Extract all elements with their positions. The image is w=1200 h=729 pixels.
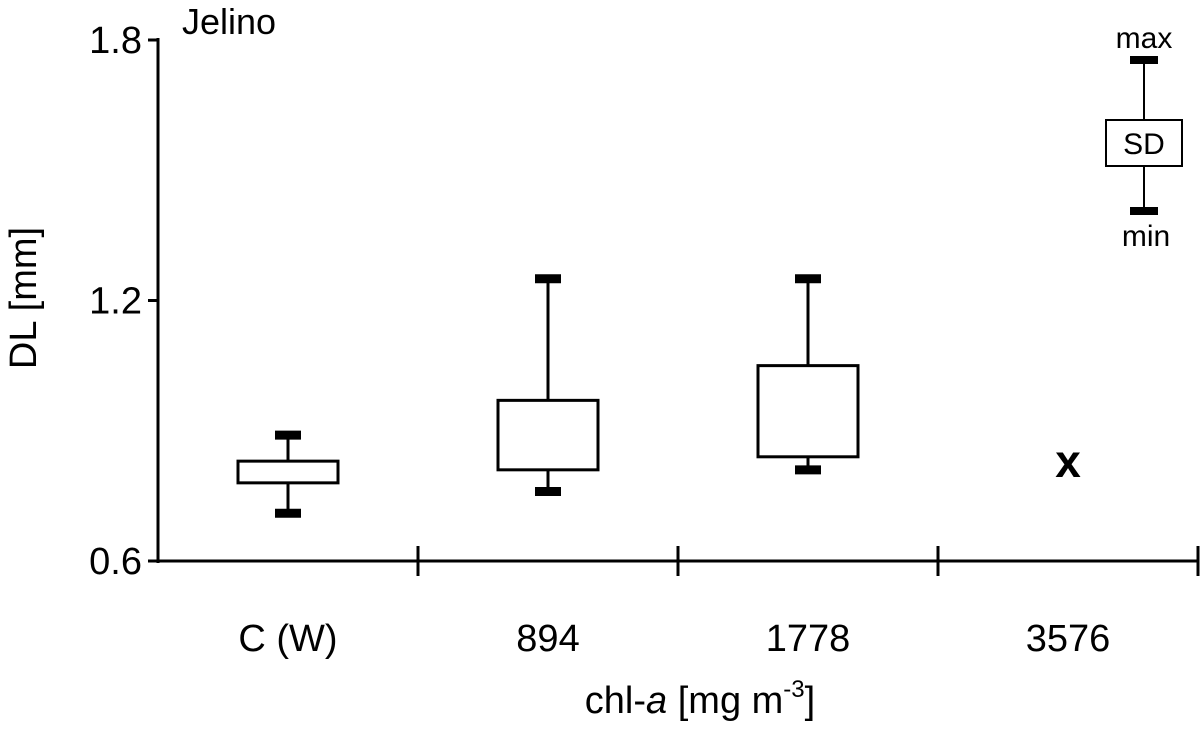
x-tick-label: 1778: [766, 618, 851, 660]
x-axis-label-units: [mg m: [667, 680, 783, 722]
x-tick-label: 3576: [1026, 618, 1111, 660]
x-axis-label-italic: a: [646, 680, 667, 722]
x-axis-label-main: chl-: [585, 680, 646, 722]
chart-title: Jelino: [182, 1, 276, 42]
missing-data-marker: x: [1055, 435, 1081, 487]
legend-max-label: max: [1116, 22, 1173, 55]
x-axis-label-close: ]: [805, 680, 816, 722]
x-ticks: C (W) 894 1778 3576: [238, 546, 1200, 660]
sd-box: [236, 459, 340, 485]
legend-sd-label: SD: [1123, 128, 1165, 161]
y-tick-label: 1.2: [89, 281, 142, 323]
y-axis-label: DL [mm]: [3, 227, 45, 369]
x-tick-label: C (W): [238, 618, 337, 660]
sd-box: [496, 398, 600, 472]
y-tick-label: 0.6: [89, 541, 142, 583]
legend-sd-box: [1105, 119, 1183, 167]
x-axis-label-sup: -3: [783, 676, 804, 703]
legend-min-label: min: [1122, 220, 1170, 253]
boxes: x: [236, 274, 1081, 518]
legend: max SD min: [1105, 22, 1183, 253]
x-axis-label: chl-a [mg m-3]: [585, 676, 815, 722]
sd-box: [756, 364, 860, 459]
y-tick-label: 1.8: [89, 20, 142, 62]
x-tick-label: 894: [516, 618, 579, 660]
y-ticks: 0.6 1.2 1.8: [89, 20, 158, 583]
